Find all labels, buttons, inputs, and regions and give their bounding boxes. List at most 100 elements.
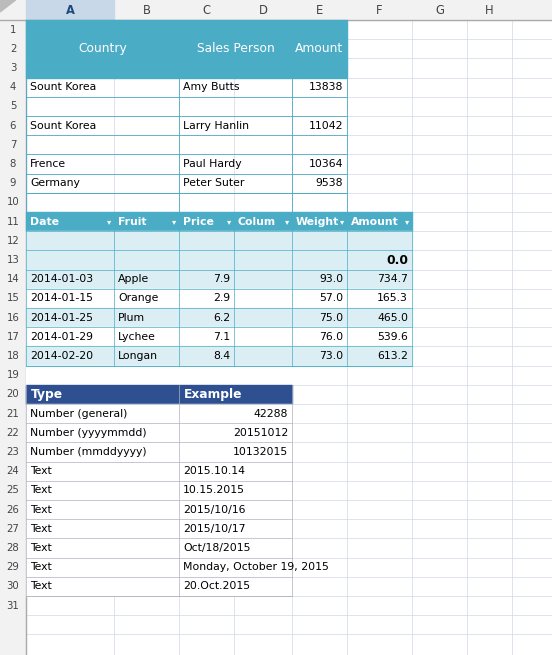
Text: Colum: Colum (238, 217, 276, 227)
Text: 27: 27 (7, 524, 19, 534)
Text: 7.1: 7.1 (213, 332, 230, 342)
Text: Germany: Germany (30, 178, 80, 188)
Text: Plum: Plum (118, 312, 145, 323)
Text: 8: 8 (10, 159, 16, 169)
Bar (26, 519, 292, 538)
Bar (26, 270, 412, 289)
Text: 5: 5 (10, 102, 16, 111)
Text: 9538: 9538 (316, 178, 343, 188)
Bar (26, 289, 412, 308)
Text: Price: Price (183, 217, 214, 227)
Text: 3: 3 (10, 63, 16, 73)
Text: ▾: ▾ (405, 217, 409, 226)
Bar (26, 58, 347, 77)
Text: E: E (316, 3, 323, 16)
Text: 11042: 11042 (309, 121, 343, 130)
Text: 13838: 13838 (309, 82, 343, 92)
Text: 75.0: 75.0 (319, 312, 343, 323)
Text: 1: 1 (10, 25, 16, 35)
Text: Oct/18/2015: Oct/18/2015 (183, 543, 251, 553)
Text: Date: Date (30, 217, 59, 227)
Text: Apple: Apple (118, 274, 149, 284)
Text: 465.0: 465.0 (377, 312, 408, 323)
Bar (26, 462, 292, 481)
Text: Text: Text (30, 524, 52, 534)
Text: Weight: Weight (296, 217, 339, 227)
Text: 30: 30 (7, 582, 19, 591)
Text: Lychee: Lychee (118, 332, 156, 342)
Bar (26, 39, 347, 58)
Text: Sount Korea: Sount Korea (30, 121, 96, 130)
Bar (26, 538, 292, 557)
Bar (26, 308, 412, 328)
Text: 10364: 10364 (309, 159, 343, 169)
Text: 2014-02-20: 2014-02-20 (30, 351, 93, 361)
Text: 16: 16 (7, 312, 19, 323)
Text: Text: Text (30, 582, 52, 591)
Text: ▾: ▾ (285, 217, 289, 226)
Bar (26, 231, 412, 250)
Text: 19: 19 (7, 370, 19, 380)
Bar (26, 500, 292, 519)
Text: Frence: Frence (30, 159, 66, 169)
Bar (26, 365, 292, 384)
Text: ▾: ▾ (107, 217, 111, 226)
Text: A: A (66, 3, 75, 16)
Text: 165.3: 165.3 (377, 293, 408, 303)
Text: 17: 17 (7, 332, 19, 342)
Text: Paul Hardy: Paul Hardy (183, 159, 242, 169)
Text: 28: 28 (7, 543, 19, 553)
Text: 2.9: 2.9 (213, 293, 230, 303)
Text: Text: Text (30, 485, 52, 495)
Text: 2014-01-29: 2014-01-29 (30, 332, 93, 342)
Text: Orange: Orange (118, 293, 158, 303)
Bar (26, 20, 347, 39)
Text: 10132015: 10132015 (233, 447, 288, 457)
Text: D: D (258, 3, 267, 16)
Text: H: H (485, 3, 494, 16)
Text: Amount: Amount (351, 217, 399, 227)
Text: 73.0: 73.0 (319, 351, 343, 361)
Text: 13: 13 (7, 255, 19, 265)
Text: 20: 20 (7, 390, 19, 400)
Text: 7: 7 (10, 140, 16, 150)
Text: 31: 31 (7, 601, 19, 610)
Text: 2014-01-25: 2014-01-25 (30, 312, 93, 323)
Text: 22: 22 (7, 428, 19, 438)
Text: Longan: Longan (118, 351, 158, 361)
Text: 539.6: 539.6 (377, 332, 408, 342)
Text: Fruit: Fruit (118, 217, 146, 227)
Text: 2015.10.14: 2015.10.14 (183, 466, 245, 476)
Text: 6.2: 6.2 (213, 312, 230, 323)
Text: 2015/10/16: 2015/10/16 (183, 504, 246, 515)
Text: 0.0: 0.0 (386, 253, 408, 267)
Text: G: G (435, 3, 444, 16)
Text: 24: 24 (7, 466, 19, 476)
Text: 11: 11 (7, 217, 19, 227)
Text: 42288: 42288 (253, 409, 288, 419)
Text: 18: 18 (7, 351, 19, 361)
Text: 10.15.2015: 10.15.2015 (183, 485, 245, 495)
Text: ▾: ▾ (227, 217, 231, 226)
Text: ▾: ▾ (339, 217, 344, 226)
Text: F: F (376, 3, 383, 16)
Text: Text: Text (30, 466, 52, 476)
Text: Sount Korea: Sount Korea (30, 82, 96, 92)
Text: Text: Text (30, 504, 52, 515)
Bar (26, 404, 292, 423)
Text: Number (general): Number (general) (30, 409, 128, 419)
Bar (26, 384, 292, 404)
Polygon shape (0, 0, 15, 12)
Text: 10: 10 (7, 197, 19, 208)
Bar (26, 481, 292, 500)
Text: 20.Oct.2015: 20.Oct.2015 (183, 582, 250, 591)
Text: 12: 12 (7, 236, 19, 246)
Text: 25: 25 (7, 485, 19, 495)
Text: 2015/10/17: 2015/10/17 (183, 524, 246, 534)
Text: 6: 6 (10, 121, 16, 130)
Text: 7.9: 7.9 (213, 274, 230, 284)
Text: 20151012: 20151012 (233, 428, 288, 438)
Text: 2014-01-15: 2014-01-15 (30, 293, 93, 303)
Bar (26, 250, 412, 270)
Bar (26, 212, 412, 231)
